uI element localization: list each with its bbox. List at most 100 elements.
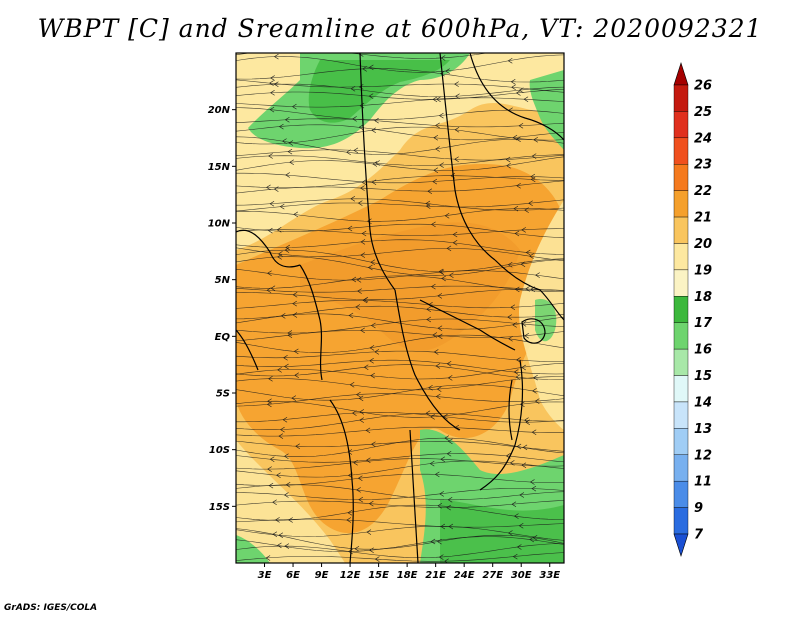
streamline-arrow <box>525 249 531 256</box>
streamline-arrow <box>285 172 290 178</box>
colorbar-swatch <box>673 243 689 271</box>
streamline <box>236 126 564 145</box>
streamline-arrow <box>284 247 290 253</box>
streamline-arrow <box>518 87 524 93</box>
colorbar-swatch <box>673 507 689 535</box>
streamline-arrow <box>528 200 533 207</box>
streamline-arrow <box>430 538 436 545</box>
streamline-arrow <box>347 225 353 232</box>
streamline-arrow <box>531 485 537 492</box>
streamline-arrow <box>454 81 459 87</box>
streamline-arrow <box>276 542 282 549</box>
colorbar-label: 18 <box>694 290 712 305</box>
streamline-arrow <box>435 146 440 152</box>
streamline-arrow <box>283 453 289 460</box>
streamline <box>236 249 564 272</box>
streamline-arrow <box>270 90 275 96</box>
streamline-arrow <box>267 466 272 472</box>
streamline-arrow <box>533 374 538 381</box>
streamline <box>236 536 564 552</box>
streamline-arrow <box>358 395 364 402</box>
streamline-arrow <box>266 184 271 191</box>
streamline-arrow <box>447 497 453 503</box>
streamline-arrow <box>282 138 287 144</box>
streamline-arrow <box>454 127 460 133</box>
streamline-arrow <box>531 153 537 159</box>
streamline-arrow <box>510 78 516 85</box>
lat-tick-label: 5N <box>215 275 231 286</box>
colorbar-label: 7 <box>694 528 704 543</box>
lat-tick-label: 20N <box>208 105 231 116</box>
streamline-arrow <box>358 124 364 131</box>
streamline-arrow <box>516 544 522 550</box>
border-line <box>394 289 461 431</box>
streamline-arrow <box>443 413 448 420</box>
streamline-arrow <box>444 212 450 219</box>
streamline <box>236 180 564 194</box>
field-green-sahel-dark <box>308 60 450 123</box>
streamline-arrow <box>280 426 285 433</box>
streamline-arrow <box>356 277 362 283</box>
border-line <box>419 299 516 351</box>
streamline-arrow <box>433 167 439 173</box>
streamline-arrow <box>266 287 272 294</box>
streamline-arrow <box>374 117 379 124</box>
streamline-arrow <box>431 221 436 228</box>
streamline-arrow <box>362 297 368 304</box>
colorbar-label: 19 <box>694 263 712 278</box>
streamline <box>236 437 564 457</box>
streamline <box>236 552 564 562</box>
colorbar-swatch <box>673 428 689 455</box>
streamline-arrow <box>512 553 518 560</box>
streamline <box>236 256 564 276</box>
streamline-arrow <box>287 332 293 339</box>
streamline-arrow <box>516 182 521 189</box>
streamline-arrow <box>352 116 357 122</box>
streamline <box>236 460 564 478</box>
lat-tick-label: 10N <box>208 219 231 230</box>
lon-tick-label: 3E <box>258 570 272 581</box>
streamline-arrow <box>513 369 519 375</box>
streamline-arrow <box>350 85 356 92</box>
streamline-arrow <box>371 127 376 134</box>
colorbar-swatch <box>673 375 689 403</box>
streamline-arrow <box>276 53 278 54</box>
colorbar-label: 22 <box>694 184 712 199</box>
streamline <box>236 288 564 300</box>
streamline-arrow <box>353 459 358 466</box>
streamline-arrow <box>269 201 275 207</box>
streamline-arrow <box>529 253 534 259</box>
streamline-arrow <box>531 429 537 435</box>
lat-tick-label: 5S <box>216 389 230 400</box>
streamline-arrow <box>446 504 451 511</box>
streamline-arrow <box>516 357 521 363</box>
streamline-arrow <box>444 435 450 441</box>
streamline <box>236 54 564 73</box>
streamline <box>236 300 564 309</box>
streamline-arrow <box>357 200 363 206</box>
streamline-arrow <box>278 123 284 130</box>
streamline <box>236 124 564 141</box>
streamline-arrow <box>268 375 273 382</box>
streamline-arrow <box>507 530 513 536</box>
streamline-arrow <box>360 185 365 191</box>
streamline-arrow <box>284 117 290 123</box>
streamline-arrow <box>439 491 444 497</box>
streamline-arrow <box>277 254 282 260</box>
streamline-arrow <box>535 272 540 278</box>
streamline-arrow <box>292 300 297 307</box>
streamline-arrow <box>518 123 524 129</box>
streamline-arrow <box>435 393 441 400</box>
streamline-arrow <box>361 179 367 185</box>
streamline <box>236 175 564 188</box>
streamline-arrow <box>368 500 374 507</box>
border-line <box>494 259 564 321</box>
colorbar-label: 21 <box>694 211 712 226</box>
streamline <box>236 528 564 550</box>
colorbar-swatch <box>673 348 689 376</box>
streamline-arrow <box>436 386 442 392</box>
colorbar-label: 9 <box>694 501 703 516</box>
streamline-arrow <box>292 292 298 298</box>
border-line <box>329 399 354 563</box>
